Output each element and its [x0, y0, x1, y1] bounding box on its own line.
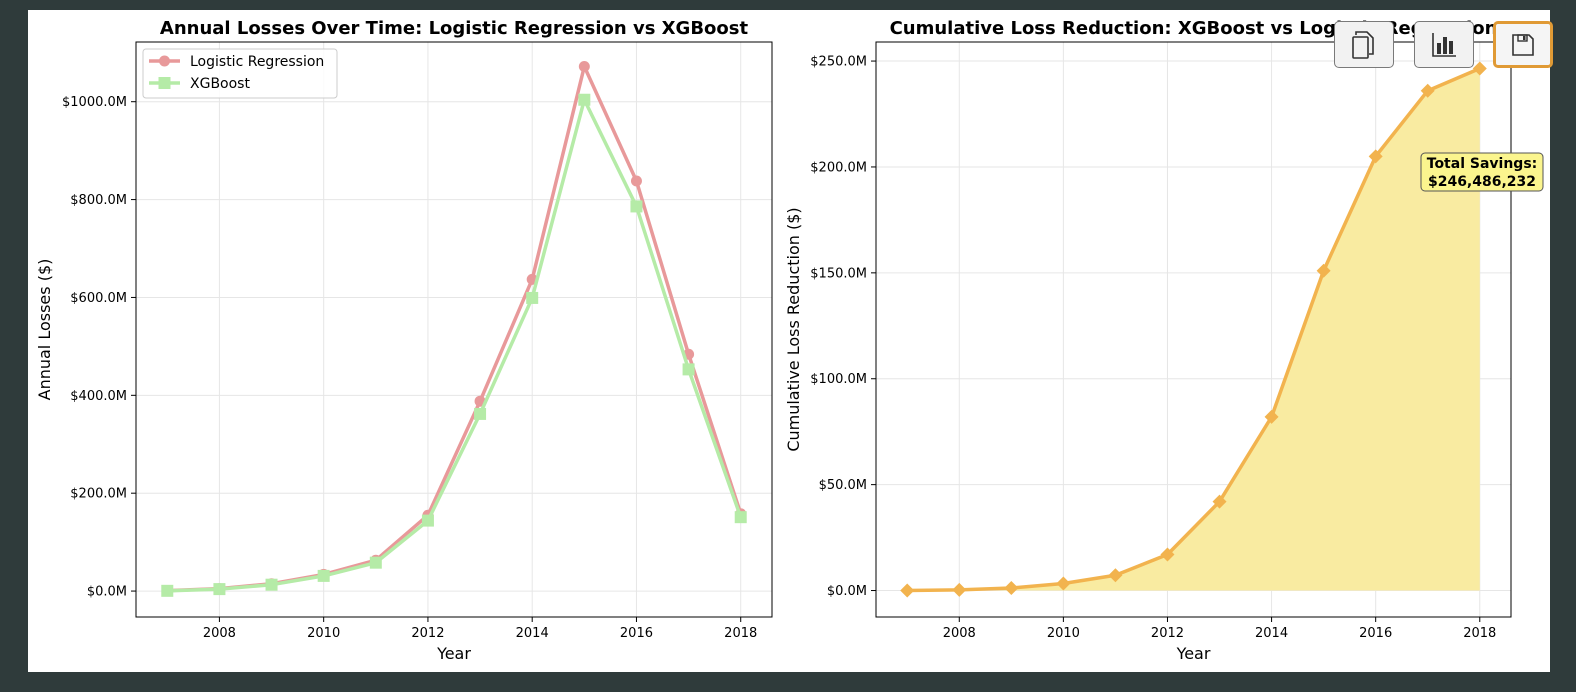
- legend-label: Logistic Regression: [190, 54, 324, 70]
- data-point: [1108, 568, 1123, 583]
- annotation-line-1: Total Savings:: [1427, 156, 1538, 172]
- series-line-2: [167, 97, 743, 593]
- chart-button[interactable]: [1414, 21, 1474, 68]
- data-point: [630, 200, 643, 213]
- data-point: [578, 93, 591, 106]
- x-tick-label: 2018: [724, 626, 757, 641]
- x-tick-label: 2014: [516, 626, 549, 641]
- y-tick-label: $400.0M: [70, 389, 127, 404]
- data-point: [1056, 576, 1071, 591]
- data-point: [1472, 61, 1487, 76]
- plot-frame: [875, 41, 1512, 618]
- y-tick-label: $0.0M: [827, 584, 867, 599]
- data-point: [265, 578, 278, 591]
- y-tick-label: $200.0M: [810, 160, 867, 175]
- data-point: [1316, 263, 1331, 278]
- data-point: [630, 175, 642, 187]
- annotation-line-2: $246,486,232: [1428, 174, 1536, 190]
- x-tick-label: 2008: [203, 626, 236, 641]
- x-axis-label: Year: [436, 644, 471, 663]
- x-tick-label: 2012: [1151, 626, 1184, 641]
- x-tick-label: 2014: [1255, 626, 1288, 641]
- x-tick-label: 2010: [1047, 626, 1080, 641]
- data-point: [474, 407, 487, 420]
- chart-title: Annual Losses Over Time: Logistic Regres…: [160, 18, 749, 39]
- data-point: [1264, 409, 1279, 424]
- save-button[interactable]: [1493, 21, 1553, 68]
- y-tick-label: $600.0M: [70, 291, 127, 306]
- y-tick-label: $200.0M: [70, 487, 127, 502]
- y-tick-label: $250.0M: [810, 55, 867, 70]
- legend-marker: [159, 55, 170, 67]
- x-tick-label: 2010: [307, 626, 340, 641]
- save-icon: [1510, 32, 1536, 58]
- data-point: [900, 583, 915, 598]
- data-point: [369, 556, 382, 569]
- bar-chart-icon: [1430, 31, 1458, 59]
- data-point: [1212, 494, 1227, 509]
- data-point: [734, 511, 747, 524]
- data-point: [526, 291, 539, 304]
- figure-svg: 2008 2010 2012 2014 2016 2018 $0.0M $200.0M $400…: [35, 18, 1544, 663]
- y-tick-label: $150.0M: [810, 266, 867, 281]
- chart-2: 2008 2010 2012 2014 2016 2018 $0.0M $50.0M $100.…: [784, 18, 1544, 663]
- figure-canvas: 2008 2010 2012 2014 2016 2018 $0.0M $200.0M $400…: [28, 10, 1550, 672]
- data-point: [1420, 83, 1435, 98]
- data-point: [952, 582, 967, 597]
- legend-marker: [158, 77, 171, 89]
- legend-box: [142, 48, 338, 99]
- legend-label: XGBoost: [190, 76, 250, 92]
- data-point: [578, 60, 590, 72]
- x-tick-label: 2016: [1359, 626, 1392, 641]
- x-tick-label: 2012: [411, 626, 444, 641]
- chart-1: 2008 2010 2012 2014 2016 2018 $0.0M $200.0M $400…: [35, 18, 773, 663]
- y-tick-label: $100.0M: [810, 372, 867, 387]
- y-tick-label: $0.0M: [87, 585, 127, 600]
- total-savings-annotation: Total Savings: $246,486,232: [1420, 152, 1544, 192]
- series-line-1: [167, 64, 743, 593]
- data-point: [1004, 580, 1019, 595]
- data-point: [317, 569, 330, 582]
- plot-frame: [135, 41, 773, 618]
- copy-icon: [1350, 30, 1378, 60]
- series-line-1: [907, 66, 1481, 593]
- data-point: [161, 584, 174, 597]
- annotation-box: [1420, 152, 1544, 192]
- x-tick-label: 2008: [943, 626, 976, 641]
- x-axis-label: Year: [1176, 644, 1211, 663]
- y-axis-label: Annual Losses ($): [35, 259, 54, 401]
- area-fill: [907, 68, 1480, 591]
- data-point: [682, 363, 695, 376]
- data-point: [213, 583, 226, 596]
- y-tick-label: $1000.0M: [62, 95, 127, 110]
- y-axis-label: Cumulative Loss Reduction ($): [784, 207, 803, 451]
- data-point: [421, 514, 434, 527]
- legend: Logistic Regression XGBoost: [142, 48, 338, 99]
- data-point: [1160, 547, 1175, 562]
- y-tick-label: $50.0M: [819, 478, 867, 493]
- y-tick-label: $800.0M: [70, 193, 127, 208]
- x-tick-label: 2016: [620, 626, 653, 641]
- x-tick-label: 2018: [1463, 626, 1496, 641]
- chart-title: Cumulative Loss Reduction: XGBoost vs Lo…: [890, 18, 1498, 39]
- copy-button[interactable]: [1334, 21, 1394, 68]
- data-point: [1368, 149, 1383, 164]
